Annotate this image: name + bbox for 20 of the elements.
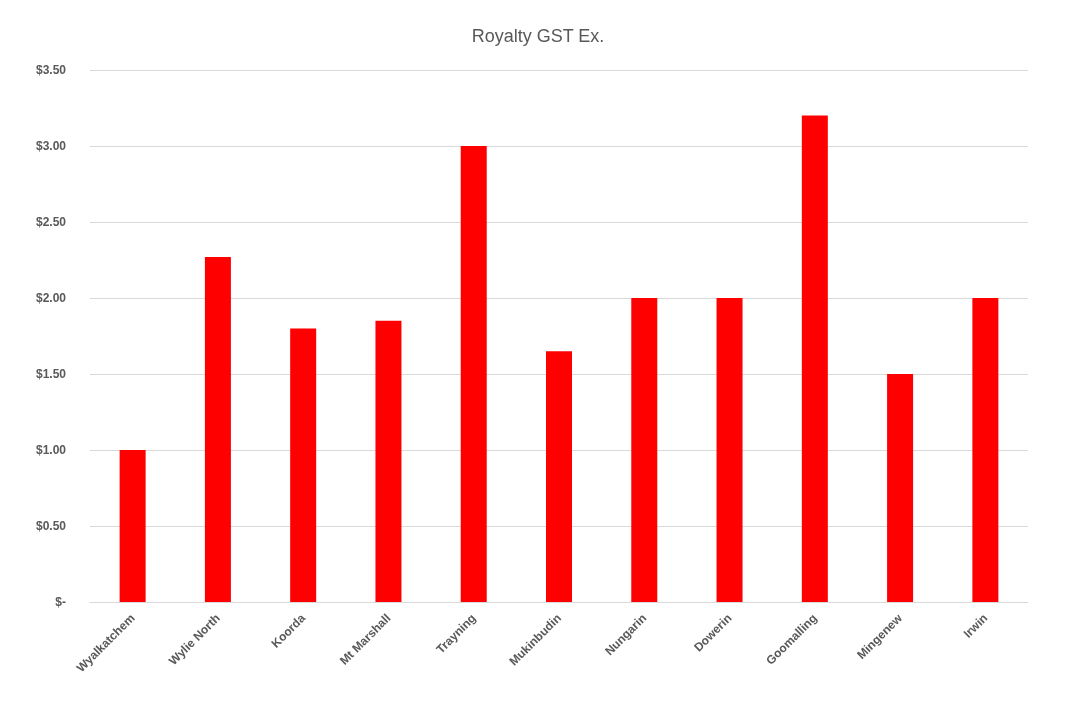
chart-title: Royalty GST Ex.	[471, 26, 605, 46]
bar	[546, 351, 572, 602]
bar	[801, 115, 828, 602]
bar	[119, 450, 146, 602]
y-tick-label: $2.50	[35, 215, 67, 229]
bar	[204, 256, 231, 602]
y-tick-label: $1.00	[35, 443, 67, 457]
y-tick-label: $3.00	[35, 139, 67, 153]
y-tick-label: $0.50	[35, 519, 67, 533]
bar	[972, 298, 999, 602]
y-tick-label: $2.00	[35, 291, 67, 305]
bar	[631, 298, 658, 602]
y-tick-label: $-	[55, 595, 66, 609]
y-tick-label: $1.50	[35, 367, 67, 381]
bar	[887, 374, 914, 602]
bar	[460, 146, 487, 602]
bar	[716, 298, 743, 602]
y-tick-label: $3.50	[35, 63, 67, 77]
bar	[375, 320, 402, 602]
bar	[290, 328, 317, 602]
